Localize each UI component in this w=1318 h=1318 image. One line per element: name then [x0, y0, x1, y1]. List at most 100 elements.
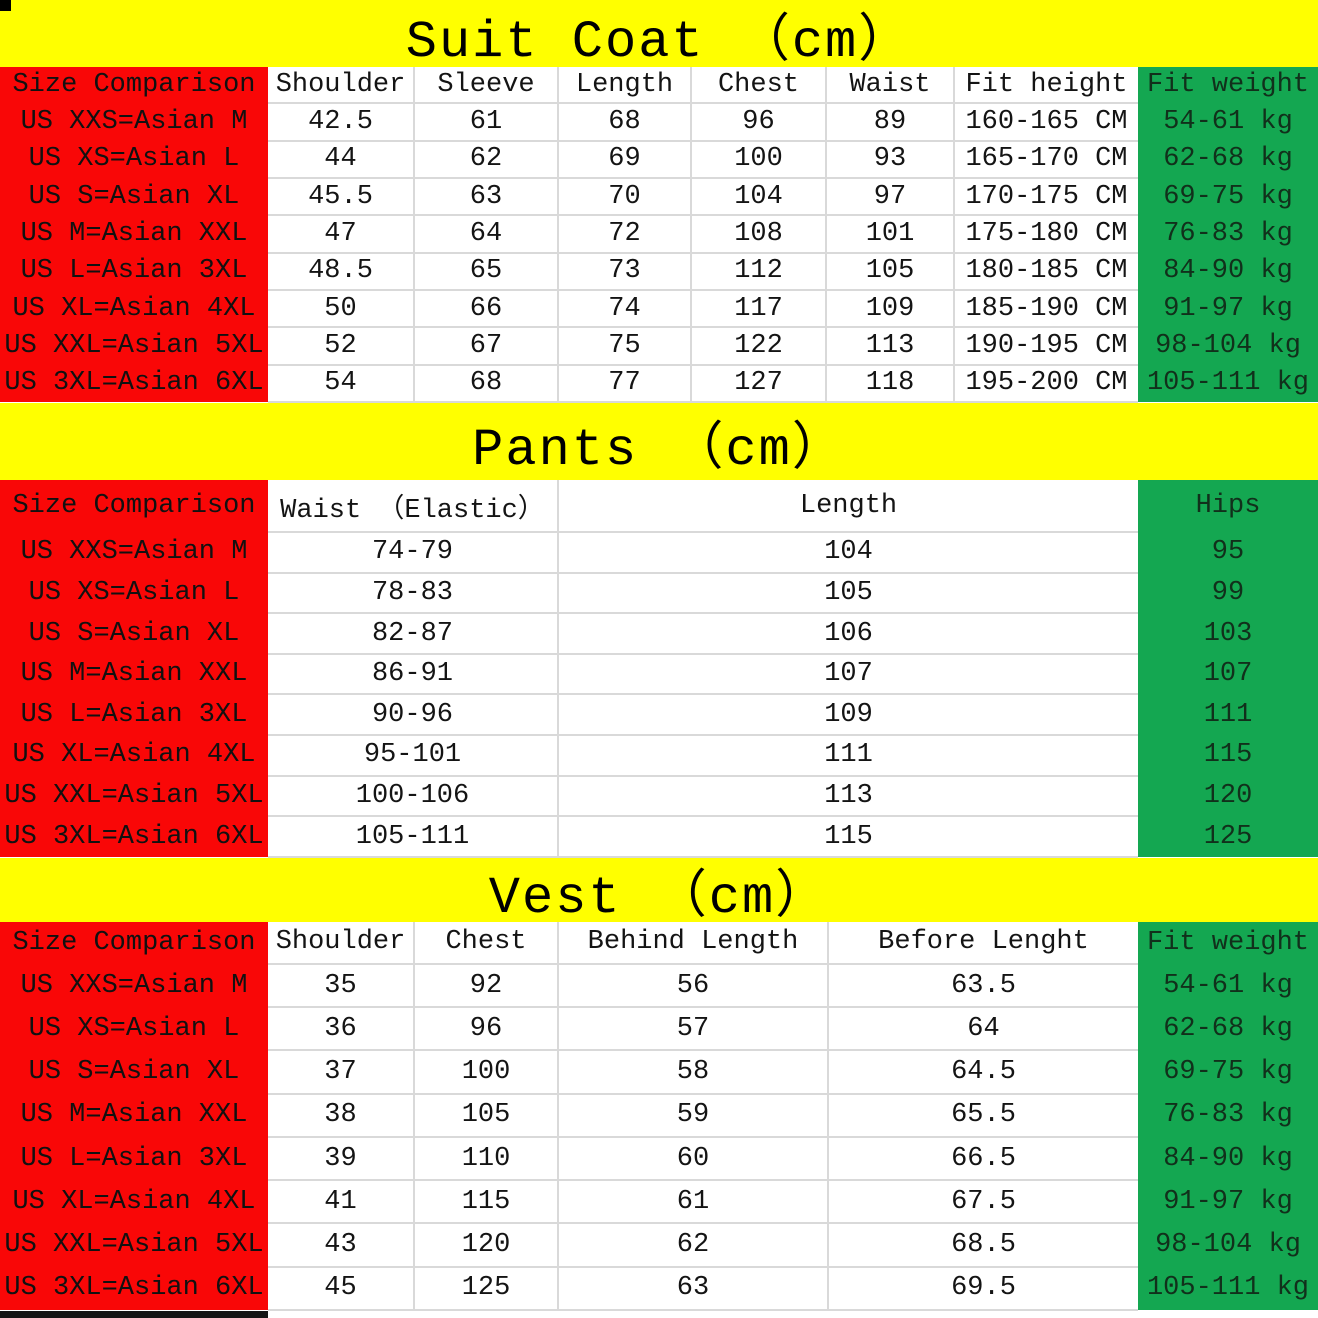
header-cell: Waist （Elastic） — [268, 480, 559, 534]
table-cell: 105-111 kg — [1138, 1266, 1318, 1310]
table-cell: 195-200 CM — [954, 364, 1138, 404]
table-cell: 64 — [828, 1007, 1138, 1052]
header-row: Size Comparison Shoulder Chest Behind Lengt… — [0, 922, 1318, 965]
table-cell: 41 — [268, 1180, 415, 1225]
table-cell: 91-97 kg — [1138, 289, 1318, 328]
table-cell: 89 — [826, 103, 955, 142]
table-cell: 68 — [558, 103, 692, 142]
table-cell: 105 — [826, 252, 955, 291]
pants-title: Pants （cm） — [472, 420, 846, 480]
header-cell: Waist — [826, 67, 955, 105]
table-cell: 72 — [558, 215, 692, 254]
table-cell: 98-104 kg — [1138, 327, 1318, 365]
table-cell: 64 — [414, 215, 559, 254]
suit-coat-size-table: Size Comparison Shoulder Sleeve Length Chest… — [0, 67, 1318, 404]
table-cell: 120 — [1138, 775, 1318, 817]
table-cell: 105-111 — [268, 816, 559, 858]
table-cell: US XXS=Asian M — [0, 532, 268, 573]
bottom-edge-artifact-bar — [0, 1311, 268, 1318]
table-cell: US S=Asian XL — [0, 1050, 268, 1094]
table-cell: 113 — [558, 775, 1138, 818]
table-cell: 69.5 — [828, 1266, 1138, 1312]
table-cell: 68.5 — [828, 1223, 1138, 1268]
table-cell: 105 — [414, 1093, 559, 1138]
table-cell: 47 — [268, 215, 415, 254]
table-cell: 70 — [558, 177, 692, 217]
table-cell: 96 — [691, 103, 827, 142]
table-cell: 69-75 kg — [1138, 1050, 1318, 1094]
table-cell: 38 — [268, 1093, 415, 1138]
table-cell: 101 — [826, 215, 955, 254]
table-cell: US S=Asian XL — [0, 177, 268, 216]
table-row: US M=Asian XXL 86-91 107 107 — [0, 653, 1318, 696]
table-cell: 118 — [826, 364, 955, 404]
table-cell: 93 — [826, 140, 955, 179]
table-cell: US XXS=Asian M — [0, 103, 268, 141]
table-cell: 48.5 — [268, 252, 415, 291]
table-cell: 75 — [558, 327, 692, 366]
table-row: US XS=Asian L 44 62 69 100 93 165-170 CM 62-68 … — [0, 140, 1318, 179]
table-cell: 96 — [414, 1007, 559, 1052]
header-cell: Fit weight — [1138, 67, 1318, 104]
header-cell: Chest — [691, 67, 827, 105]
table-row: US XS=Asian L 78-83 105 99 — [0, 572, 1318, 615]
table-cell: US M=Asian XXL — [0, 215, 268, 253]
table-row: US 3XL=Asian 6XL 54 68 77 127 118 195-200 CM 10… — [0, 364, 1318, 404]
table-row: US XXL=Asian 5XL 43 120 62 68.5 98-104 kg — [0, 1223, 1318, 1268]
suit-coat-title-banner: Suit Coat （cm） — [0, 0, 1318, 72]
table-cell: 113 — [826, 327, 955, 366]
table-cell: 65.5 — [828, 1093, 1138, 1138]
table-row: US S=Asian XL 45.5 63 70 104 97 170-175 CM 69-7… — [0, 177, 1318, 217]
table-cell: 54 — [268, 364, 415, 404]
header-row: Size Comparison Shoulder Sleeve Length Chest… — [0, 67, 1318, 105]
header-row: Size Comparison Waist （Elastic） Length Hips — [0, 480, 1318, 534]
table-cell: 57 — [558, 1007, 829, 1052]
table-cell: 92 — [414, 963, 559, 1009]
table-cell: 42.5 — [268, 103, 415, 142]
table-cell: 170-175 CM — [954, 177, 1138, 217]
table-cell: 100 — [691, 140, 827, 179]
table-cell: 60 — [558, 1136, 829, 1182]
table-cell: 64.5 — [828, 1050, 1138, 1095]
table-cell: 185-190 CM — [954, 289, 1138, 329]
pants-size-table: Size Comparison Waist （Elastic） Length Hips… — [0, 480, 1318, 858]
table-cell: 37 — [268, 1050, 415, 1095]
table-cell: 77 — [558, 364, 692, 404]
table-cell: 175-180 CM — [954, 215, 1138, 254]
table-cell: 115 — [414, 1180, 559, 1225]
table-cell: 84-90 kg — [1138, 252, 1318, 290]
table-row: US XXS=Asian M 35 92 56 63.5 54-61 kg — [0, 963, 1318, 1009]
table-cell: US XL=Asian 4XL — [0, 289, 268, 328]
table-cell: 39 — [268, 1136, 415, 1182]
table-cell: 44 — [268, 140, 415, 179]
table-cell: 95 — [1138, 532, 1318, 573]
table-cell: 104 — [691, 177, 827, 217]
table-cell: 69-75 kg — [1138, 177, 1318, 216]
table-cell: 100-106 — [268, 775, 559, 818]
table-cell: 103 — [1138, 613, 1318, 654]
header-cell: Shoulder — [268, 67, 415, 105]
table-cell: 76-83 kg — [1138, 215, 1318, 253]
table-cell: 115 — [1138, 735, 1318, 776]
table-cell: 66 — [414, 289, 559, 329]
table-cell: 63 — [414, 177, 559, 217]
table-row: US XXS=Asian M 42.5 61 68 96 89 160-165 CM 54-6… — [0, 103, 1318, 142]
table-row: US 3XL=Asian 6XL 45 125 63 69.5 105-111 kg — [0, 1266, 1318, 1312]
table-cell: 111 — [1138, 694, 1318, 736]
table-cell: US XS=Asian L — [0, 140, 268, 178]
table-cell: 62-68 kg — [1138, 140, 1318, 178]
table-cell: 65 — [414, 252, 559, 291]
header-cell: Length — [558, 480, 1138, 534]
vest-title: Vest （cm） — [488, 869, 830, 928]
table-cell: 62 — [558, 1223, 829, 1268]
table-cell: 62-68 kg — [1138, 1007, 1318, 1051]
table-cell: 63 — [558, 1266, 829, 1312]
table-cell: US L=Asian 3XL — [0, 252, 268, 290]
table-cell: 190-195 CM — [954, 327, 1138, 366]
table-cell: 109 — [826, 289, 955, 329]
table-cell: 122 — [691, 327, 827, 366]
table-cell: 165-170 CM — [954, 140, 1138, 179]
table-cell: 69 — [558, 140, 692, 179]
table-cell: 82-87 — [268, 613, 559, 655]
table-cell: 67 — [414, 327, 559, 366]
